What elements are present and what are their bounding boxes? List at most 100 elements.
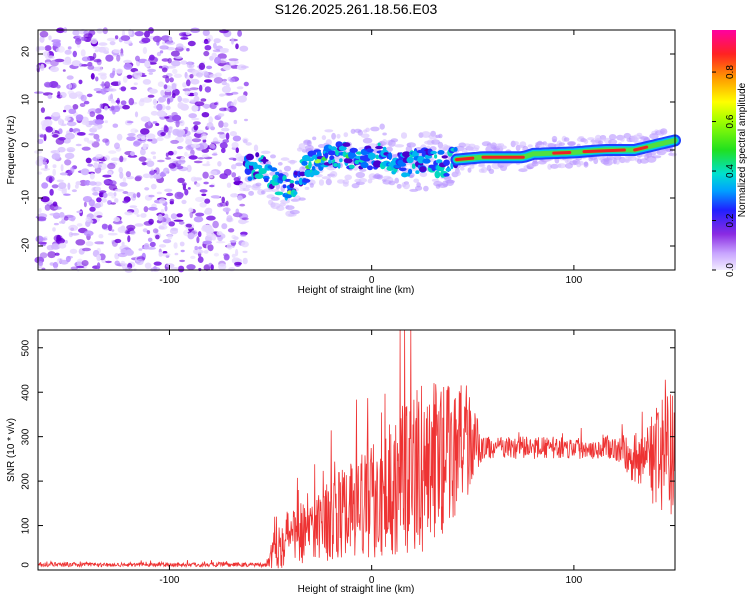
noise-speckle <box>237 195 243 201</box>
noise-speckle <box>159 50 164 54</box>
noise-speckle <box>64 104 72 111</box>
ridge-blob <box>339 158 343 163</box>
noise-speckle <box>147 206 158 211</box>
noise-speckle <box>242 250 248 254</box>
noise-speckle <box>216 231 223 236</box>
noise-speckle <box>110 202 116 205</box>
noise-speckle <box>100 46 110 53</box>
noise-speckle <box>87 163 94 167</box>
noise-speckle <box>44 116 52 120</box>
ridge-blob <box>328 159 332 165</box>
noise-speckle <box>39 134 45 138</box>
noise-speckle <box>240 65 249 69</box>
noise-speckle <box>59 91 67 99</box>
noise-speckle <box>53 222 59 226</box>
noise-speckle <box>94 119 105 125</box>
ridge-halo <box>615 159 620 165</box>
ridge-halo <box>304 186 310 190</box>
noise-speckle <box>177 159 186 165</box>
noise-speckle <box>120 100 127 106</box>
noise-speckle <box>41 182 49 189</box>
noise-speckle <box>141 162 148 166</box>
noise-speckle <box>190 143 201 149</box>
noise-speckle <box>175 120 180 128</box>
noise-speckle <box>171 60 181 67</box>
noise-speckle <box>83 230 94 237</box>
noise-speckle <box>120 35 131 41</box>
noise-speckle <box>227 228 235 233</box>
noise-speckle <box>209 170 218 176</box>
noise-speckle <box>169 198 175 203</box>
y-tick-label: 200 <box>21 473 32 490</box>
ridge-halo <box>469 165 475 169</box>
colorbar-tick-label: 0.6 <box>725 114 736 128</box>
noise-speckle <box>49 188 54 196</box>
colorbar-tick-label: 0.2 <box>725 213 736 227</box>
noise-speckle <box>52 168 56 177</box>
x-tick-label: 0 <box>369 275 375 286</box>
noise-speckle <box>199 84 203 92</box>
noise-speckle <box>96 262 101 270</box>
ridge-halo <box>423 185 429 192</box>
noise-speckle <box>202 29 210 36</box>
ridge-halo <box>643 137 650 142</box>
ridge-blob <box>377 142 381 147</box>
noise-speckle <box>167 150 174 156</box>
noise-speckle <box>39 35 45 43</box>
noise-speckle <box>165 157 172 160</box>
noise-speckle <box>233 119 238 125</box>
noise-speckle <box>165 41 176 46</box>
noise-speckle <box>117 226 127 233</box>
noise-speckle <box>195 249 204 254</box>
noise-speckle <box>156 110 167 117</box>
noise-speckle <box>206 215 216 221</box>
noise-speckle <box>57 146 66 153</box>
noise-speckle <box>163 134 171 139</box>
noise-speckle <box>243 139 248 144</box>
noise-speckle <box>181 199 187 205</box>
noise-speckle <box>108 184 117 191</box>
ridge-halo <box>343 132 349 138</box>
noise-speckle <box>43 119 53 127</box>
ridge-halo <box>608 139 618 145</box>
noise-speckle <box>220 93 227 97</box>
noise-speckle <box>107 224 113 232</box>
noise-speckle <box>168 162 177 169</box>
noise-speckle <box>67 46 72 50</box>
noise-speckle <box>114 142 120 150</box>
ridge-halo <box>289 159 296 165</box>
ridge-blob <box>343 157 353 164</box>
noise-speckle <box>234 261 243 266</box>
noise-speckle <box>213 42 217 49</box>
noise-speckle <box>207 244 214 252</box>
ridge-blob <box>360 161 369 169</box>
ridge-halo <box>312 136 317 141</box>
noise-speckle <box>193 121 201 125</box>
noise-speckle <box>98 42 108 46</box>
colorbar-label: Normalized spectral amplitude <box>737 82 748 217</box>
noise-speckle <box>221 147 226 154</box>
noise-speckle <box>135 55 140 62</box>
noise-speckle <box>105 54 114 62</box>
ridge-halo <box>309 182 314 188</box>
ridge-blob <box>375 145 384 150</box>
noise-speckle <box>147 237 153 242</box>
noise-speckle <box>169 126 173 134</box>
ridge-blob <box>366 148 374 153</box>
ridge-blob <box>289 182 295 189</box>
ridge-blob <box>342 142 351 147</box>
noise-speckle <box>177 265 185 273</box>
ridge-halo <box>381 139 388 146</box>
ridge-halo <box>360 133 370 138</box>
noise-speckle <box>168 36 173 42</box>
noise-speckle <box>82 196 93 203</box>
ridge-blob <box>324 152 329 159</box>
noise-speckle <box>180 249 185 253</box>
noise-speckle <box>231 164 237 170</box>
noise-speckle <box>172 68 178 75</box>
noise-speckle <box>158 96 167 103</box>
noise-speckle <box>40 107 46 113</box>
ridge-blob <box>415 170 420 175</box>
noise-speckle <box>142 46 148 55</box>
noise-speckle <box>196 72 203 78</box>
